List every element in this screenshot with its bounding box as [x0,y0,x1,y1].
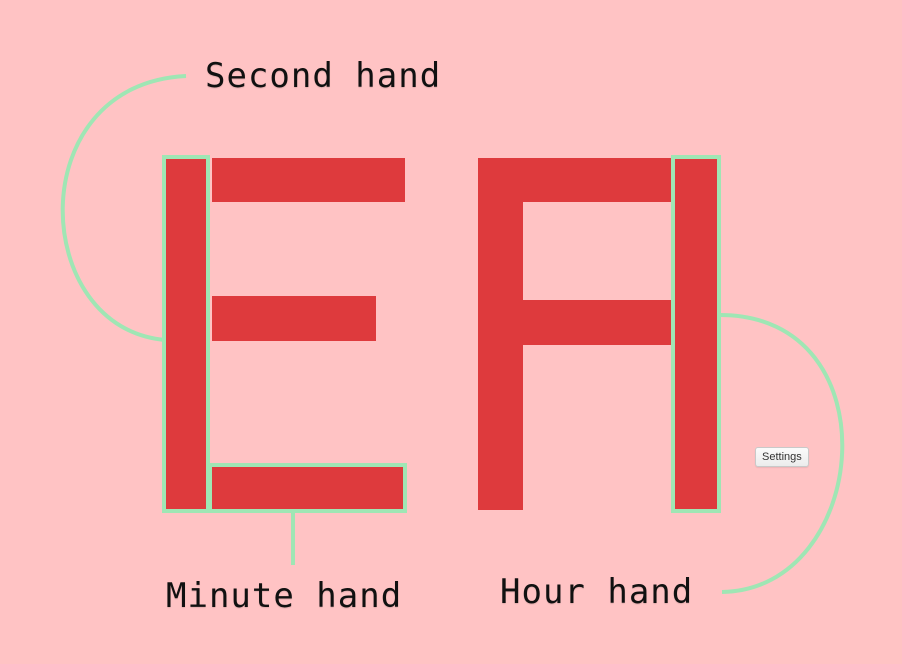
e-bottom-bar-minute-hand [208,463,407,513]
a-middle-bar [478,300,672,345]
settings-button[interactable]: Settings [755,447,809,467]
e-vertical-bar-second-hand [162,155,210,513]
hour-hand-label: Hour hand [500,572,694,612]
second-hand-connector [60,74,187,342]
hour-hand-connector [719,313,845,594]
second-hand-label: Second hand [205,56,442,96]
a-right-vertical-bar-hour-hand [671,155,721,513]
minute-hand-label: Minute hand [166,576,403,616]
e-top-bar [212,158,405,202]
a-top-bar [478,158,672,202]
e-middle-bar [212,296,376,341]
